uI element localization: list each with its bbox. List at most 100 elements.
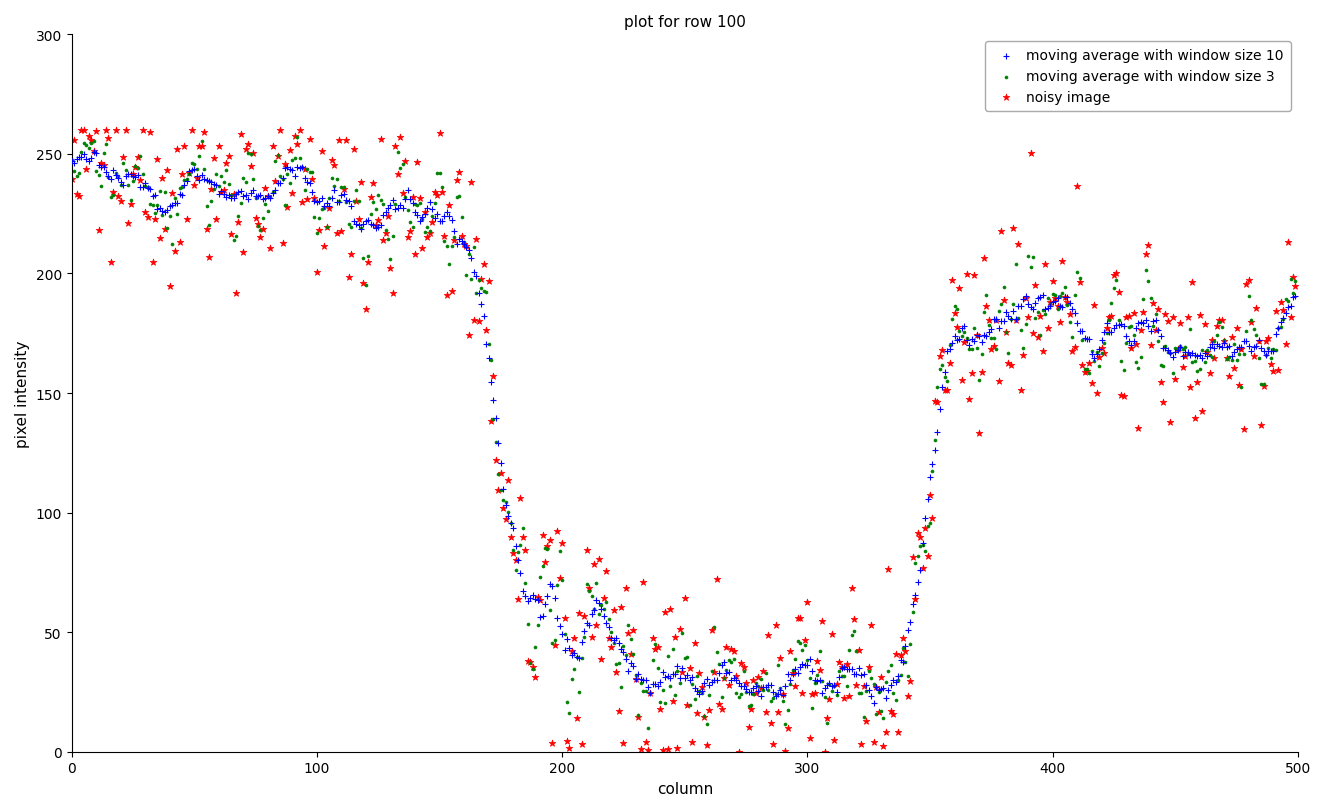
moving average with window size 3 [900, 638, 922, 651]
noisy image [1273, 304, 1294, 317]
moving average with window size 3 [743, 688, 764, 701]
moving average with window size 3 [240, 148, 261, 161]
noisy image [981, 343, 1002, 356]
moving average with window size 10 [298, 178, 320, 191]
moving average with window size 10 [1132, 317, 1154, 330]
moving average with window size 3 [1097, 327, 1118, 340]
moving average with window size 10 [361, 218, 382, 231]
noisy image [613, 736, 634, 749]
moving average with window size 3 [667, 665, 688, 678]
noisy image [625, 673, 646, 686]
moving average with window size 3 [674, 652, 695, 665]
moving average with window size 10 [235, 190, 256, 203]
moving average with window size 10 [1040, 300, 1061, 313]
noisy image [1167, 343, 1188, 356]
moving average with window size 3 [792, 644, 813, 657]
moving average with window size 10 [1152, 341, 1174, 354]
noisy image [676, 699, 697, 712]
moving average with window size 10 [985, 313, 1006, 326]
moving average with window size 3 [407, 199, 428, 212]
noisy image [424, 187, 446, 200]
noisy image [1192, 406, 1213, 418]
moving average with window size 3 [269, 170, 290, 183]
noisy image [1155, 308, 1176, 321]
noisy image [1256, 335, 1277, 348]
moving average with window size 10 [1063, 307, 1085, 320]
moving average with window size 10 [1138, 320, 1159, 333]
moving average with window size 10 [76, 153, 97, 166]
moving average with window size 3 [174, 174, 195, 187]
noisy image [983, 340, 1004, 353]
noisy image [280, 144, 301, 157]
moving average with window size 10 [993, 315, 1014, 328]
noisy image [1094, 346, 1115, 359]
moving average with window size 10 [233, 191, 255, 204]
moving average with window size 10 [1181, 347, 1203, 360]
moving average with window size 10 [1170, 341, 1191, 354]
moving average with window size 3 [603, 637, 625, 650]
moving average with window size 3 [578, 586, 599, 599]
moving average with window size 10 [1030, 291, 1052, 304]
moving average with window size 3 [682, 678, 703, 691]
noisy image [223, 189, 244, 202]
moving average with window size 3 [463, 241, 484, 254]
noisy image [1241, 316, 1262, 329]
moving average with window size 10 [655, 671, 676, 684]
moving average with window size 3 [281, 154, 302, 167]
noisy image [495, 513, 516, 526]
noisy image [1032, 345, 1053, 358]
moving average with window size 10 [623, 659, 644, 672]
moving average with window size 3 [544, 633, 565, 646]
noisy image [200, 183, 221, 196]
noisy image [125, 161, 146, 174]
noisy image [904, 593, 926, 606]
moving average with window size 10 [575, 616, 597, 629]
moving average with window size 3 [424, 197, 446, 210]
moving average with window size 3 [338, 218, 359, 231]
moving average with window size 3 [902, 606, 923, 619]
noisy image [1258, 333, 1280, 345]
moving average with window size 3 [1258, 341, 1280, 354]
moving average with window size 10 [267, 177, 288, 190]
noisy image [554, 612, 575, 625]
moving average with window size 3 [806, 668, 827, 681]
moving average with window size 3 [721, 655, 743, 668]
moving average with window size 10 [365, 222, 386, 235]
noisy image [1106, 267, 1127, 280]
noisy image [736, 677, 757, 690]
noisy image [1228, 379, 1249, 392]
moving average with window size 3 [272, 174, 293, 187]
moving average with window size 3 [1195, 356, 1216, 369]
noisy image [880, 705, 902, 718]
noisy image [335, 134, 357, 147]
moving average with window size 10 [480, 376, 501, 389]
moving average with window size 10 [593, 610, 614, 623]
noisy image [395, 156, 416, 169]
moving average with window size 3 [797, 654, 818, 667]
moving average with window size 10 [200, 177, 221, 190]
moving average with window size 10 [456, 241, 477, 254]
moving average with window size 10 [284, 170, 305, 183]
moving average with window size 10 [483, 394, 504, 407]
moving average with window size 3 [410, 197, 431, 210]
noisy image [451, 230, 472, 243]
moving average with window size 3 [670, 676, 691, 689]
moving average with window size 10 [569, 652, 590, 665]
moving average with window size 3 [267, 150, 288, 163]
moving average with window size 10 [1111, 318, 1132, 331]
moving average with window size 10 [145, 189, 166, 202]
moving average with window size 3 [237, 148, 259, 161]
noisy image [416, 232, 438, 245]
noisy image [341, 248, 362, 261]
moving average with window size 10 [866, 681, 887, 694]
moving average with window size 10 [566, 650, 587, 663]
moving average with window size 10 [1042, 297, 1063, 310]
noisy image [113, 152, 134, 165]
noisy image [967, 329, 988, 342]
moving average with window size 3 [598, 612, 619, 625]
moving average with window size 3 [66, 171, 88, 184]
moving average with window size 10 [1140, 325, 1162, 338]
moving average with window size 3 [725, 687, 747, 700]
noisy image [1097, 322, 1118, 335]
noisy image [1245, 302, 1266, 315]
